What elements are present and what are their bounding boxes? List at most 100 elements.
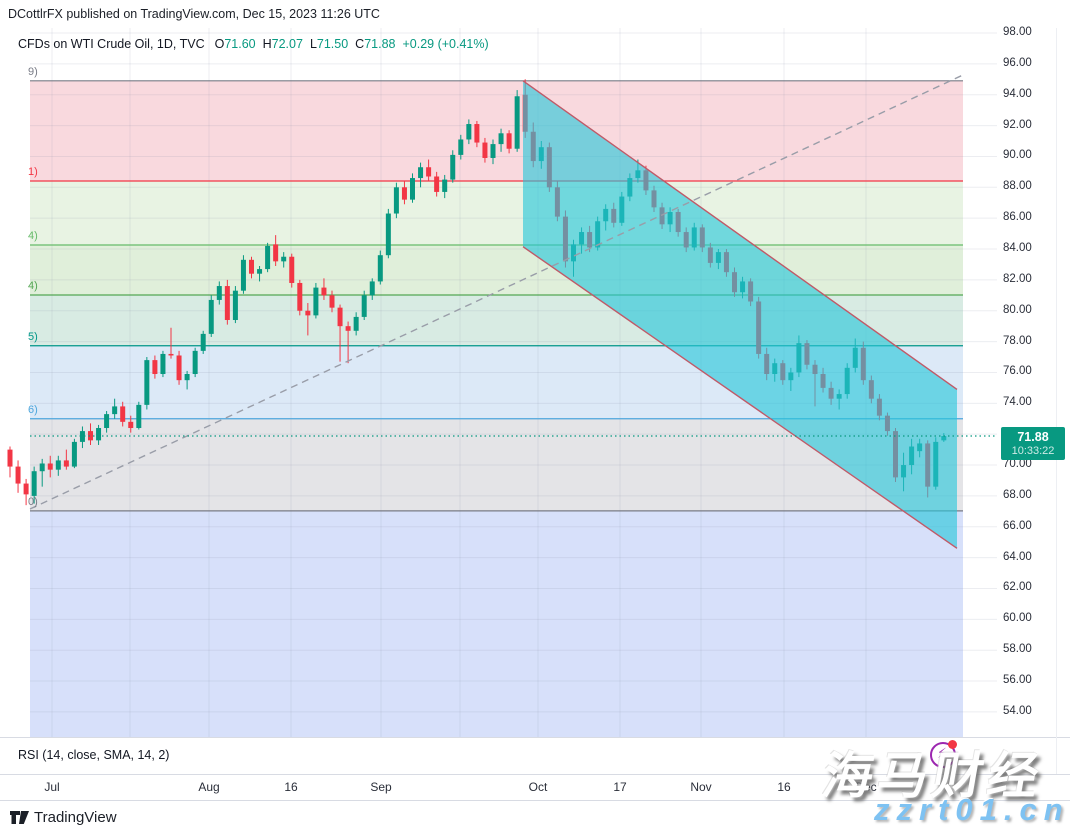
candle <box>224 279 230 325</box>
current-price-value: 71.88 <box>1017 430 1049 445</box>
rsi-pane[interactable]: RSI (14, close, SMA, 14, 2) <box>0 737 1070 774</box>
candle <box>498 128 504 152</box>
ohlc-value: 72.07 <box>271 37 303 51</box>
right-border-divider <box>1056 28 1057 799</box>
candle <box>377 250 383 285</box>
price-tick-label: 98.00 <box>1003 26 1032 38</box>
level-label-clipped: 5) <box>28 330 38 343</box>
price-tick-label: 56.00 <box>1003 674 1032 687</box>
channel-lower-border <box>522 246 958 549</box>
candle <box>273 235 279 266</box>
time-tick-label: 17 <box>613 780 627 794</box>
price-zone-band <box>30 80 963 181</box>
candle <box>15 460 21 493</box>
legend-ohlc: O71.60 H72.07 L71.50 C71.88 <box>215 37 403 51</box>
time-tick-label: Oct <box>528 780 548 794</box>
candle <box>176 350 182 385</box>
candle <box>120 401 126 427</box>
footer: TradingView <box>0 800 1070 836</box>
red-dot-icon <box>948 740 957 749</box>
legend-change: +0.29 (+0.41%) <box>402 37 489 51</box>
candle <box>23 478 29 506</box>
price-tick-label: 76.00 <box>1003 365 1032 378</box>
price-tick-label: 80.00 <box>1003 303 1032 316</box>
ohlc-key: C <box>355 37 365 51</box>
candle <box>410 173 415 203</box>
price-tick-label: 88.00 <box>1003 180 1032 193</box>
level-label-clipped: 4) <box>28 280 38 292</box>
candle <box>192 347 198 378</box>
candle <box>257 265 263 282</box>
candle <box>466 119 472 145</box>
time-axis[interactable]: Jul Aug 16 Sep Oct 17 Nov 16 Dec <box>0 774 1070 801</box>
symbol-legend[interactable]: CFDs on WTI Crude Oil, 1D, TVC O71.60 H72.… <box>18 37 489 51</box>
candle <box>426 159 432 182</box>
candle <box>184 370 190 390</box>
candle <box>361 290 367 320</box>
price-tick-label: 94.00 <box>1003 87 1032 100</box>
symbol-title: CFDs on WTI Crude Oil, 1D, TVC <box>18 37 205 51</box>
candle <box>369 278 375 300</box>
level-label-clipped: 4) <box>28 230 38 242</box>
candle <box>39 458 45 487</box>
candle <box>305 303 311 336</box>
candle <box>79 426 85 449</box>
price-tick-label: 70.00 <box>1003 458 1032 471</box>
candle <box>47 455 53 478</box>
time-tick-label: Dec <box>855 780 877 794</box>
level-label-clipped: 6) <box>28 403 38 416</box>
candle <box>385 208 391 259</box>
candle <box>442 174 448 199</box>
current-price-badge: 71.88 10:33:22 <box>1001 427 1065 461</box>
candle <box>345 321 351 364</box>
price-tick-label: 60.00 <box>1003 612 1032 625</box>
price-tick-label: 90.00 <box>1003 149 1032 162</box>
price-tick-label: 78.00 <box>1003 334 1032 347</box>
candle <box>265 242 271 273</box>
candle <box>216 281 222 305</box>
level-label-clipped: 1) <box>28 165 38 178</box>
chart-pane[interactable]: CFDs on WTI Crude Oil, 1D, TVC O71.60 H72.… <box>0 28 1070 768</box>
time-tick-label: 16 <box>284 780 298 794</box>
candle <box>313 282 319 319</box>
time-tick-label: 16 <box>777 780 791 794</box>
candle <box>506 130 512 154</box>
time-tick-label: Sep <box>370 780 392 794</box>
trendline-dashed <box>29 74 963 510</box>
price-axis[interactable]: 98.00 96.00 94.00 92.00 90.00 88.00 86.00 84.00… <box>963 26 1070 737</box>
rsi-indicator-label[interactable]: RSI (14, close, SMA, 14, 2) <box>18 748 170 762</box>
descending-channel <box>523 80 957 549</box>
lightning-bolt-icon: ⚡︎ <box>937 745 947 761</box>
candle <box>55 455 61 476</box>
price-tick-label: 82.00 <box>1003 272 1032 285</box>
candle <box>88 423 93 445</box>
candle <box>104 411 110 433</box>
candle <box>289 253 295 288</box>
level-label-clipped: 9) <box>28 65 38 78</box>
candle <box>393 182 399 219</box>
price-tick-label: 58.00 <box>1003 643 1032 656</box>
channel-upper-border <box>522 80 958 391</box>
candle <box>112 398 118 419</box>
candle <box>418 162 424 188</box>
candle <box>337 304 343 362</box>
candle <box>490 139 496 165</box>
candle <box>249 256 254 279</box>
time-tick-label: Nov <box>690 780 712 794</box>
candle <box>144 357 150 410</box>
ohlc-value: 71.60 <box>224 37 256 51</box>
watermark-url: zzrt01.cn <box>874 792 1070 827</box>
candle <box>31 466 37 504</box>
ohlc-key: H <box>262 37 272 51</box>
candle <box>232 286 238 324</box>
candle <box>96 424 102 445</box>
ohlc-value: 71.88 <box>364 37 396 51</box>
time-tick-label: Jul <box>44 780 60 794</box>
candle <box>482 137 488 163</box>
candlestick-chart[interactable] <box>0 28 1070 737</box>
candle <box>240 255 246 294</box>
candle <box>329 290 335 313</box>
price-tick-label: 86.00 <box>1003 211 1032 224</box>
price-zone-band <box>30 245 963 296</box>
candle <box>450 150 456 183</box>
